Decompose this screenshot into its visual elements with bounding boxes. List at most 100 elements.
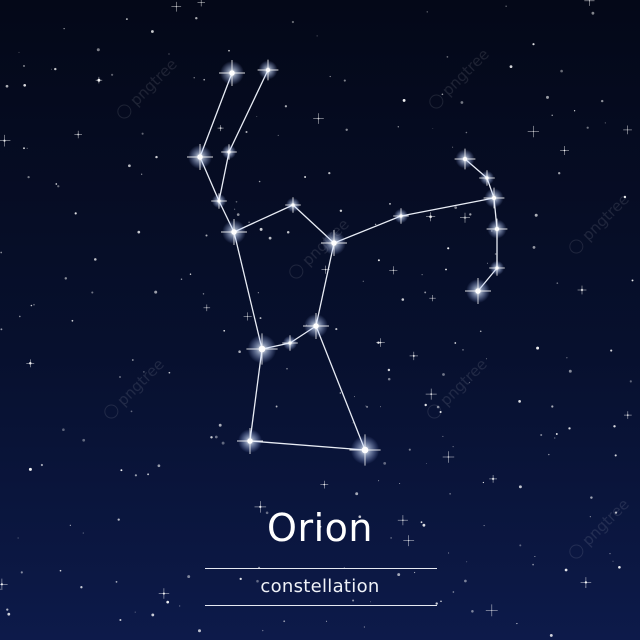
background-star: [534, 556, 536, 557]
background-star: [7, 612, 11, 616]
background-star: [609, 553, 611, 555]
background-sparkle: [0, 134, 11, 147]
background-star: [18, 51, 20, 53]
background-star: [612, 560, 614, 562]
background-star: [328, 171, 331, 175]
background-star: [534, 213, 538, 217]
background-star: [439, 410, 442, 414]
background-star: [551, 405, 554, 408]
constellation-line: [315, 242, 335, 327]
background-star: [150, 30, 154, 33]
background-sparkle: [426, 212, 436, 222]
background-star: [389, 203, 391, 205]
background-star: [166, 600, 170, 604]
constellation-star: [285, 197, 301, 213]
background-star: [245, 130, 248, 134]
constellation-star: [219, 60, 245, 86]
background-star: [551, 114, 553, 117]
background-star: [147, 473, 150, 476]
background-star: [71, 319, 74, 322]
constellation-line: [228, 69, 269, 153]
background-star: [452, 591, 455, 593]
background-star: [33, 303, 35, 306]
background-star: [115, 581, 118, 583]
background-star: [362, 280, 364, 282]
background-star: [187, 575, 191, 579]
background-star: [614, 454, 617, 457]
background-sparkle: [243, 312, 252, 321]
background-star: [275, 405, 278, 408]
constellation-star: [321, 230, 347, 256]
background-star: [94, 258, 97, 261]
background-star: [286, 230, 290, 234]
background-sparkle: [74, 130, 82, 139]
background-star: [256, 579, 259, 583]
background-star: [402, 98, 406, 102]
background-star: [494, 253, 497, 255]
background-star: [365, 405, 367, 407]
background-star: [590, 496, 593, 499]
constellation-star: [349, 434, 381, 466]
background-star: [111, 73, 114, 76]
background-star: [540, 433, 543, 437]
background-star: [268, 236, 272, 240]
background-star: [454, 342, 457, 344]
background-sparkle: [217, 125, 224, 132]
background-star: [96, 48, 100, 52]
background-star: [325, 620, 328, 622]
background-star: [487, 262, 489, 264]
background-star: [168, 53, 170, 55]
background-sparkle: [389, 266, 398, 275]
background-star: [374, 223, 377, 226]
constellation-lines: [199, 69, 498, 451]
background-sparkle: [409, 351, 418, 361]
background-star: [339, 392, 341, 394]
background-star: [180, 278, 183, 281]
background-star: [329, 75, 331, 78]
background-star: [532, 43, 535, 46]
background-star: [228, 49, 230, 52]
background-star: [556, 282, 559, 284]
background-star: [6, 608, 9, 611]
background-star: [589, 516, 591, 518]
background-star: [0, 328, 3, 331]
background-star: [397, 573, 401, 577]
constellation-star: [257, 59, 279, 81]
constellation-star: [486, 218, 508, 240]
background-star: [482, 481, 485, 484]
background-star: [259, 317, 262, 320]
background-star: [426, 463, 427, 464]
background-star: [62, 428, 65, 431]
background-star: [137, 230, 141, 234]
background-star: [573, 110, 576, 112]
background-star: [485, 358, 487, 360]
background-sparkle: [158, 588, 170, 599]
background-sparkle: [425, 388, 437, 400]
background-star: [74, 212, 77, 215]
background-star: [441, 93, 444, 96]
background-star: [218, 423, 222, 427]
title-divider-bottom: [205, 605, 437, 606]
background-sparkle: [580, 577, 592, 588]
background-star: [604, 122, 606, 124]
background-star: [238, 350, 241, 353]
background-star: [23, 147, 25, 150]
constellation-stars: [187, 59, 508, 466]
constellation-subtitle: constellation: [260, 576, 380, 597]
background-star: [202, 293, 205, 295]
background-star: [519, 544, 522, 547]
constellation-star: [221, 144, 237, 160]
background-star: [214, 435, 218, 439]
background-star: [631, 279, 634, 282]
background-sparkle: [254, 501, 267, 513]
background-star: [168, 371, 171, 374]
background-star: [345, 128, 348, 131]
background-star: [536, 346, 540, 350]
background-star: [363, 626, 365, 628]
background-star: [358, 515, 362, 519]
background-star: [560, 69, 563, 73]
background-sparkle: [403, 535, 415, 547]
background-star: [64, 277, 68, 280]
background-star: [483, 525, 485, 527]
